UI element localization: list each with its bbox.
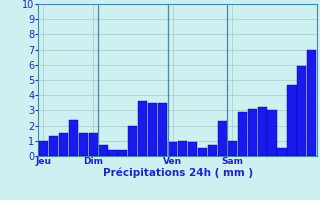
Bar bbox=[39, 141, 48, 156]
Bar bbox=[158, 103, 167, 156]
Bar bbox=[258, 107, 267, 156]
X-axis label: Précipitations 24h ( mm ): Précipitations 24h ( mm ) bbox=[102, 168, 253, 178]
Bar bbox=[228, 141, 237, 156]
Bar bbox=[168, 142, 177, 156]
Bar bbox=[138, 101, 148, 156]
Bar bbox=[218, 121, 227, 156]
Bar bbox=[178, 141, 187, 156]
Bar bbox=[277, 148, 287, 156]
Bar bbox=[238, 112, 247, 156]
Bar bbox=[268, 110, 276, 156]
Bar bbox=[297, 66, 307, 156]
Bar bbox=[118, 150, 127, 156]
Bar bbox=[248, 109, 257, 156]
Bar bbox=[208, 145, 217, 156]
Bar bbox=[307, 50, 316, 156]
Bar bbox=[287, 85, 297, 156]
Bar bbox=[99, 145, 108, 156]
Bar bbox=[128, 126, 137, 156]
Bar bbox=[49, 136, 58, 156]
Bar bbox=[59, 133, 68, 156]
Bar bbox=[188, 142, 197, 156]
Bar bbox=[148, 103, 157, 156]
Bar bbox=[68, 120, 78, 156]
Bar bbox=[79, 133, 88, 156]
Bar bbox=[198, 148, 207, 156]
Bar bbox=[108, 150, 117, 156]
Bar bbox=[89, 133, 98, 156]
